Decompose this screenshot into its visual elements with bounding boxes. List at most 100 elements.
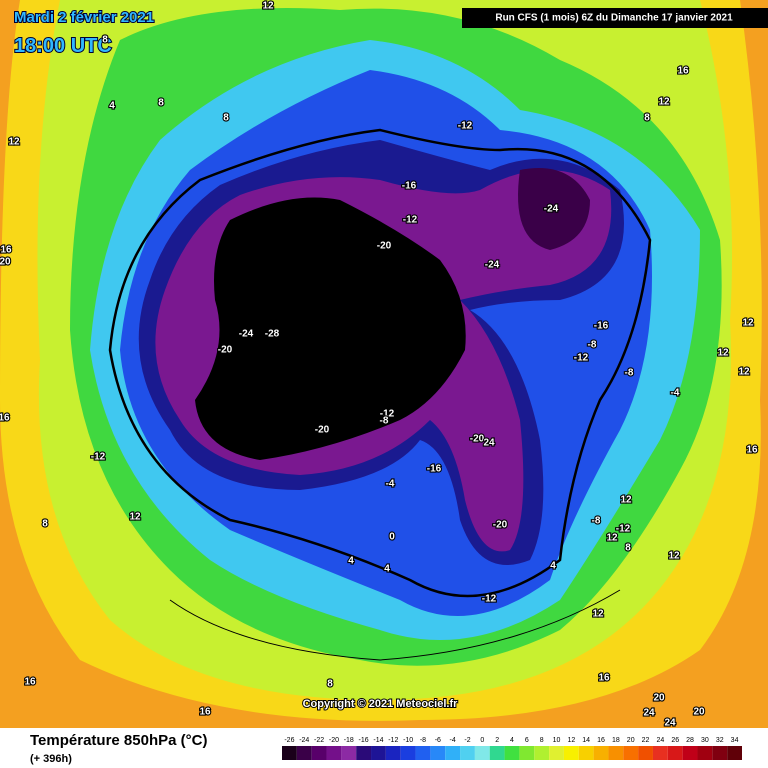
contour-label: 20: [0, 257, 11, 268]
colorbar-tick-label: 32: [716, 737, 724, 744]
colorbar-swatch: [578, 746, 594, 760]
colorbar-swatch: [623, 746, 639, 760]
contour-label: 8: [644, 113, 650, 124]
contour-line: [108, 128, 652, 598]
colorbar-tick-label: 6: [525, 737, 529, 744]
colorbar-swatch: [460, 746, 475, 760]
colorbar-swatch: [385, 746, 401, 760]
contour-label: -20: [377, 241, 392, 252]
colorbar-swatch: [282, 746, 297, 760]
colorbar-swatch: [504, 746, 520, 760]
contour-label: 12: [262, 1, 274, 12]
contour-label: 12: [8, 137, 20, 148]
contour-label: -12: [403, 215, 418, 226]
colorbar-tick-label: -10: [403, 737, 413, 744]
colorbar-swatch: [652, 746, 668, 760]
contour-label: -16: [594, 321, 609, 332]
colorbar-swatch: [608, 746, 624, 760]
contour-label: 16: [746, 445, 758, 456]
colorbar-swatch: [534, 746, 550, 760]
colorbar-tick-label: -20: [329, 737, 339, 744]
contour-label: -4: [671, 388, 680, 399]
contour-label: 24: [664, 718, 676, 729]
colorbar-swatch: [563, 746, 579, 760]
colorbar-swatch: [415, 746, 431, 760]
zone-black: [195, 197, 466, 460]
colorbar-tick-label: 30: [701, 737, 709, 744]
contour-line: [169, 589, 621, 661]
contour-label: 12: [620, 495, 632, 506]
contour-label: 8: [42, 519, 48, 530]
colorbar-swatch: [356, 746, 372, 760]
contour-label: -20: [218, 345, 233, 356]
run-box: [462, 8, 768, 28]
contour-label: -28: [265, 329, 280, 340]
contour-label: 12: [738, 367, 750, 378]
lead-time: (+ 396h): [30, 753, 72, 765]
contour-label: 16: [24, 677, 36, 688]
contour-label: -8: [625, 368, 634, 379]
colorbar-tick-label: -2: [464, 737, 470, 744]
colorbar-swatch: [712, 746, 728, 760]
contour-label: -16: [402, 181, 417, 192]
contour-label: 16: [0, 245, 12, 256]
contour-label: -12: [574, 353, 589, 364]
contour-label: 24: [643, 708, 655, 719]
colorbar-swatch: [430, 746, 446, 760]
contour-label: -20: [315, 425, 330, 436]
colorbar-tick-label: 28: [686, 737, 694, 744]
contour-label: 12: [129, 512, 141, 523]
colorbar-tick-label: 22: [642, 737, 650, 744]
colorbar-tick-label: 20: [627, 737, 635, 744]
zone-deep-purple: [518, 168, 590, 250]
colorbar-swatch: [474, 746, 490, 760]
map-time: 18:00 UTC: [14, 35, 112, 57]
contour-label: 20: [693, 707, 705, 718]
colorbar-tick-label: -18: [344, 737, 354, 744]
colorbar-swatch: [593, 746, 609, 760]
contour-label: 4: [550, 561, 556, 572]
contour-label: 16: [199, 707, 211, 718]
contour-label: -8: [592, 516, 601, 527]
colorbar-tick-label: 24: [656, 737, 664, 744]
contour-label: 12: [658, 97, 670, 108]
colorbar-tick-label: 10: [553, 737, 561, 744]
contour-label: -16: [427, 464, 442, 475]
copyright: Copyright © 2021 Meteociel.fr: [303, 698, 459, 710]
colorbar-tick-label: 18: [612, 737, 620, 744]
contour-label: 4: [109, 101, 115, 112]
contour-label: -12: [482, 594, 497, 605]
colorbar-tick-label: 12: [567, 737, 575, 744]
colorbar-tick-label: 2: [495, 737, 499, 744]
contour-label: -8: [588, 340, 597, 351]
colorbar-tick-label: -14: [373, 737, 383, 744]
contour-label: -20: [493, 520, 508, 531]
run-info: Run CFS (1 mois) 6Z du Dimanche 17 janvi…: [495, 13, 733, 24]
contour-label: 12: [717, 348, 729, 359]
contour-label: -24: [544, 204, 559, 215]
colorbar-tick-label: 8: [540, 737, 544, 744]
contour-label: -12: [458, 121, 473, 132]
colorbar-swatch: [400, 746, 416, 760]
colorbar-tick-label: -24: [299, 737, 309, 744]
contour-label: 0: [389, 532, 395, 543]
colorbar-swatch: [341, 746, 357, 760]
colorbar-swatch: [727, 746, 742, 760]
colorbar-swatch: [445, 746, 461, 760]
contour-label: 8: [625, 543, 631, 554]
contour-label: -24: [239, 329, 254, 340]
colorbar-tick-label: -16: [359, 737, 369, 744]
colorbar-tick-label: 14: [582, 737, 590, 744]
colorbar-tick-label: -22: [314, 737, 324, 744]
contour-label: 8: [102, 35, 108, 46]
colorbar-swatch: [549, 746, 564, 760]
colorbar-swatch: [519, 746, 535, 760]
contour-label: 24: [483, 438, 495, 449]
colorbar-tick-label: -8: [420, 737, 426, 744]
contour-label: 20: [653, 693, 665, 704]
contour-label: 4: [348, 556, 354, 567]
colorbar-swatch: [311, 746, 327, 760]
colorbar-swatch: [667, 746, 683, 760]
contour-label: -12: [91, 452, 106, 463]
